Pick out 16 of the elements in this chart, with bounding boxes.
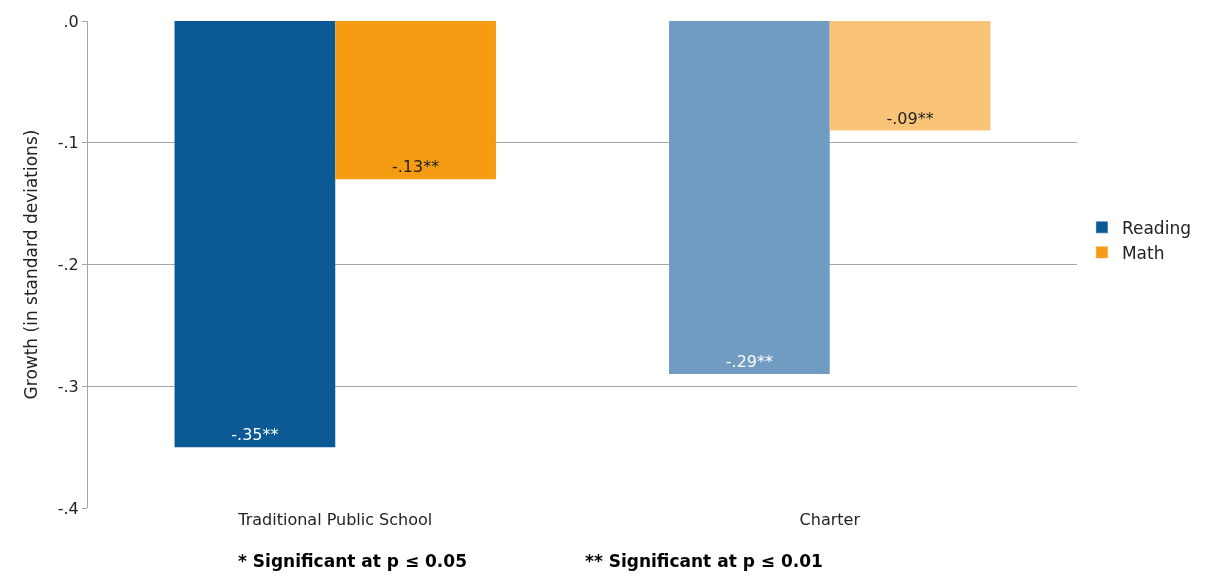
data-label: -.35** — [231, 425, 279, 445]
data-label: -.13** — [392, 157, 440, 177]
x-tick-label: Traditional Public School — [237, 510, 433, 529]
y-tick-label: -.3 — [57, 376, 79, 396]
text: * Significant at p ≤ 0.05 — [238, 551, 467, 571]
data-label: -.09** — [886, 108, 934, 128]
legend-label: Math — [1121, 242, 1165, 263]
y-tick-label: -.1 — [57, 133, 79, 153]
text: ** Significant at p ≤ 0.01 — [585, 551, 823, 571]
y-tick-label: -.4 — [57, 498, 79, 518]
data-label: -.29** — [725, 352, 773, 372]
legend-label: Reading — [1121, 217, 1191, 238]
y-axis-title: Growth (in standard deviations) — [21, 129, 42, 400]
y-tick-label: -.2 — [57, 255, 79, 275]
y-tick-label: .0 — [63, 11, 79, 31]
x-tick-label: Charter — [799, 510, 861, 529]
